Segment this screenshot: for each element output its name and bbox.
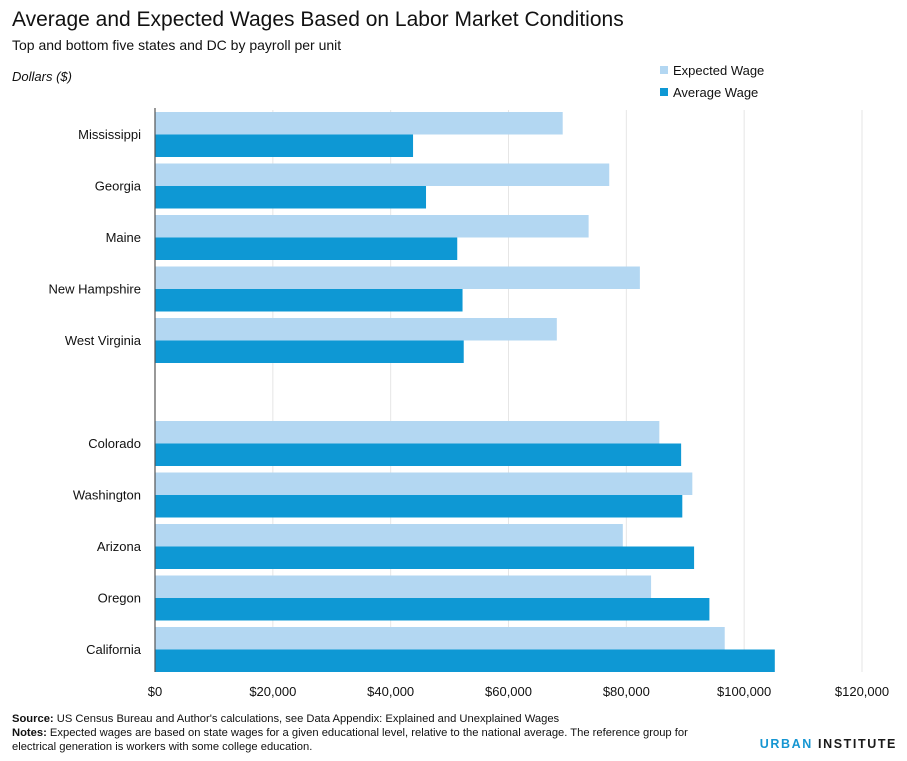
notes-label: Notes:: [12, 727, 47, 739]
bar-expected: [155, 627, 725, 650]
bar-average: [155, 495, 683, 518]
x-tick-label: $120,000: [835, 684, 889, 699]
legend-label-expected: Expected Wage: [673, 62, 765, 78]
y-category-label: Arizona: [97, 539, 142, 554]
legend: Expected Wage Average Wage: [660, 59, 764, 103]
chart-title: Average and Expected Wages Based on Labo…: [12, 8, 624, 31]
legend-label-average: Average Wage: [673, 84, 759, 100]
y-category-label: Mississippi: [78, 127, 141, 142]
notes-text: Expected wages are based on state wages …: [12, 727, 688, 753]
bar-expected: [155, 575, 652, 598]
y-category-label: Maine: [106, 230, 141, 245]
source-line: Source: US Census Bureau and Author's ca…: [12, 712, 732, 726]
legend-item-average: Average Wage: [660, 81, 764, 103]
legend-swatch-average: [660, 88, 668, 96]
legend-item-expected: Expected Wage: [660, 59, 764, 81]
bar-average: [155, 237, 458, 260]
x-tick-label: $0: [148, 684, 162, 699]
bar-average: [155, 289, 463, 312]
x-tick-label: $60,000: [485, 684, 532, 699]
brand-institute: INSTITUTE: [812, 737, 897, 751]
brand-logo: URBAN INSTITUTE: [760, 737, 897, 751]
bar-average: [155, 186, 427, 209]
y-category-label: New Hampshire: [49, 282, 141, 297]
bar-expected: [155, 318, 557, 341]
y-category-label: California: [86, 642, 142, 657]
bar-expected: [155, 524, 623, 547]
notes-line: Notes: Expected wages are based on state…: [12, 726, 732, 754]
brand-urban: URBAN: [759, 737, 813, 751]
bar-expected: [155, 112, 563, 135]
bar-average: [155, 340, 464, 363]
y-category-label: Georgia: [95, 179, 142, 194]
unit-label: Dollars ($): [12, 69, 72, 84]
bar-average: [155, 134, 414, 157]
x-tick-label: $20,000: [249, 684, 296, 699]
chart-subtitle: Top and bottom five states and DC by pay…: [12, 37, 342, 53]
y-category-label: Washington: [73, 488, 141, 503]
bar-expected: [155, 215, 589, 238]
bar-expected: [155, 163, 610, 186]
x-tick-label: $40,000: [367, 684, 414, 699]
bar-average: [155, 649, 775, 672]
bar-average: [155, 546, 695, 569]
y-category-label: West Virginia: [65, 333, 142, 348]
source-label: Source:: [12, 713, 54, 725]
source-text: US Census Bureau and Author's calculatio…: [56, 713, 560, 725]
footer-notes: Source: US Census Bureau and Author's ca…: [12, 712, 732, 754]
y-category-label: Colorado: [88, 436, 141, 451]
x-tick-label: $100,000: [717, 684, 771, 699]
bar-average: [155, 598, 710, 621]
bar-average: [155, 443, 682, 466]
bar-chart: $0 $20,000 $40,000 $60,000 $80,000 $100,000 $1…: [49, 108, 889, 699]
bar-expected: [155, 266, 640, 289]
x-tick-label: $80,000: [603, 684, 650, 699]
bar-expected: [155, 421, 660, 444]
legend-swatch-expected: [660, 66, 668, 74]
y-category-label: Oregon: [98, 591, 141, 606]
bar-expected: [155, 472, 693, 495]
